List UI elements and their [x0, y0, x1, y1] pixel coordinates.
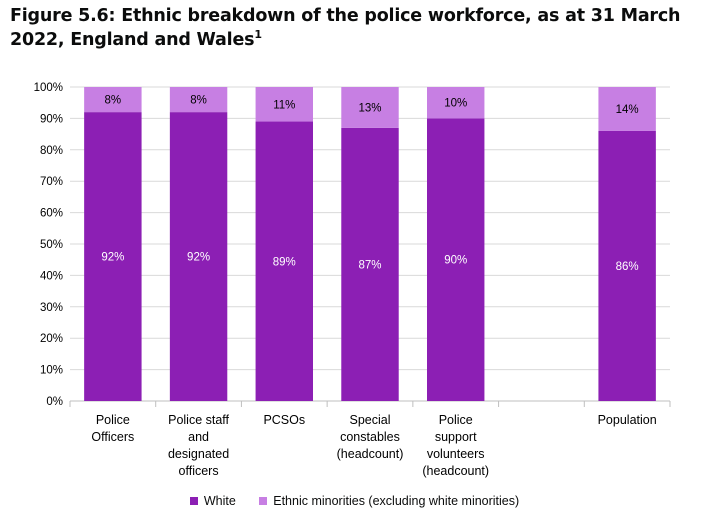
bar-segment [84, 87, 142, 113]
y-tick-label: 100% [34, 82, 63, 94]
y-tick-label: 50% [40, 239, 63, 251]
y-tick-label: 70% [40, 176, 63, 188]
legend-label-ethnic-minorities: Ethnic minorities (excluding white minor… [273, 494, 520, 508]
data-label: 87% [358, 259, 381, 271]
bar-segment [169, 87, 228, 113]
y-tick-label: 10% [40, 365, 63, 377]
x-category-label: and [188, 430, 209, 444]
bar-segment [427, 87, 485, 119]
data-label: 92% [187, 252, 210, 264]
chart-legend: White Ethnic minorities (excluding white… [0, 494, 709, 508]
x-category-label: designated [168, 447, 229, 461]
x-category-label: constables [340, 430, 400, 444]
x-category-label: (headcount) [422, 464, 489, 478]
y-tick-label: 0% [46, 396, 63, 408]
y-tick-label: 80% [40, 145, 63, 157]
footnote-marker: 1 [254, 28, 262, 42]
data-label: 90% [444, 255, 467, 267]
y-tick-label: 20% [40, 333, 63, 345]
x-category-label: Police [439, 413, 473, 427]
legend-item-ethnic-minorities: Ethnic minorities (excluding white minor… [259, 494, 519, 508]
x-category-label: (headcount) [337, 447, 404, 461]
data-label: 89% [273, 256, 296, 268]
x-category-label: Police [96, 413, 130, 427]
data-label: 13% [358, 102, 381, 114]
bar-segment [255, 87, 313, 122]
y-tick-label: 40% [40, 270, 63, 282]
bar-segment [598, 130, 656, 401]
data-label: 11% [273, 99, 295, 111]
x-category-label: volunteers [427, 447, 485, 461]
x-category-label: support [435, 430, 477, 444]
y-tick-label: 30% [40, 302, 63, 314]
legend-swatch-white [189, 497, 198, 505]
x-category-label: PCSOs [263, 413, 305, 427]
bar-segment [255, 121, 313, 401]
bar-segment [169, 112, 228, 402]
x-category-label: officers [179, 464, 219, 478]
data-label: 92% [101, 252, 124, 264]
y-tick-label: 90% [40, 113, 63, 125]
data-label: 86% [616, 261, 639, 273]
chart-title: Figure 5.6: Ethnic breakdown of the poli… [10, 6, 681, 50]
bar-segment [341, 127, 399, 401]
x-category-label: Police staff [168, 413, 229, 427]
x-category-label: Special [350, 413, 391, 427]
data-label: 8% [190, 95, 207, 107]
legend-label-white: White [203, 494, 236, 508]
x-category-label: Population [598, 413, 657, 427]
data-label: 14% [616, 104, 639, 116]
stacked-bar-chart: 0% 10% 20% 30% 40% 50% 60% 70% 80% 90% 100% 92% 8% Po… [34, 82, 671, 478]
bar-segment [598, 87, 656, 131]
legend-item-white: White [189, 494, 236, 508]
y-tick-label: 60% [40, 208, 63, 220]
bar-segment [427, 118, 485, 402]
data-label: 10% [444, 98, 467, 110]
bar-segment [341, 87, 399, 128]
bar-segment [84, 112, 142, 402]
x-category-label: Officers [91, 430, 134, 444]
data-label: 8% [105, 95, 122, 107]
legend-swatch-ethnic-minorities [259, 497, 268, 505]
